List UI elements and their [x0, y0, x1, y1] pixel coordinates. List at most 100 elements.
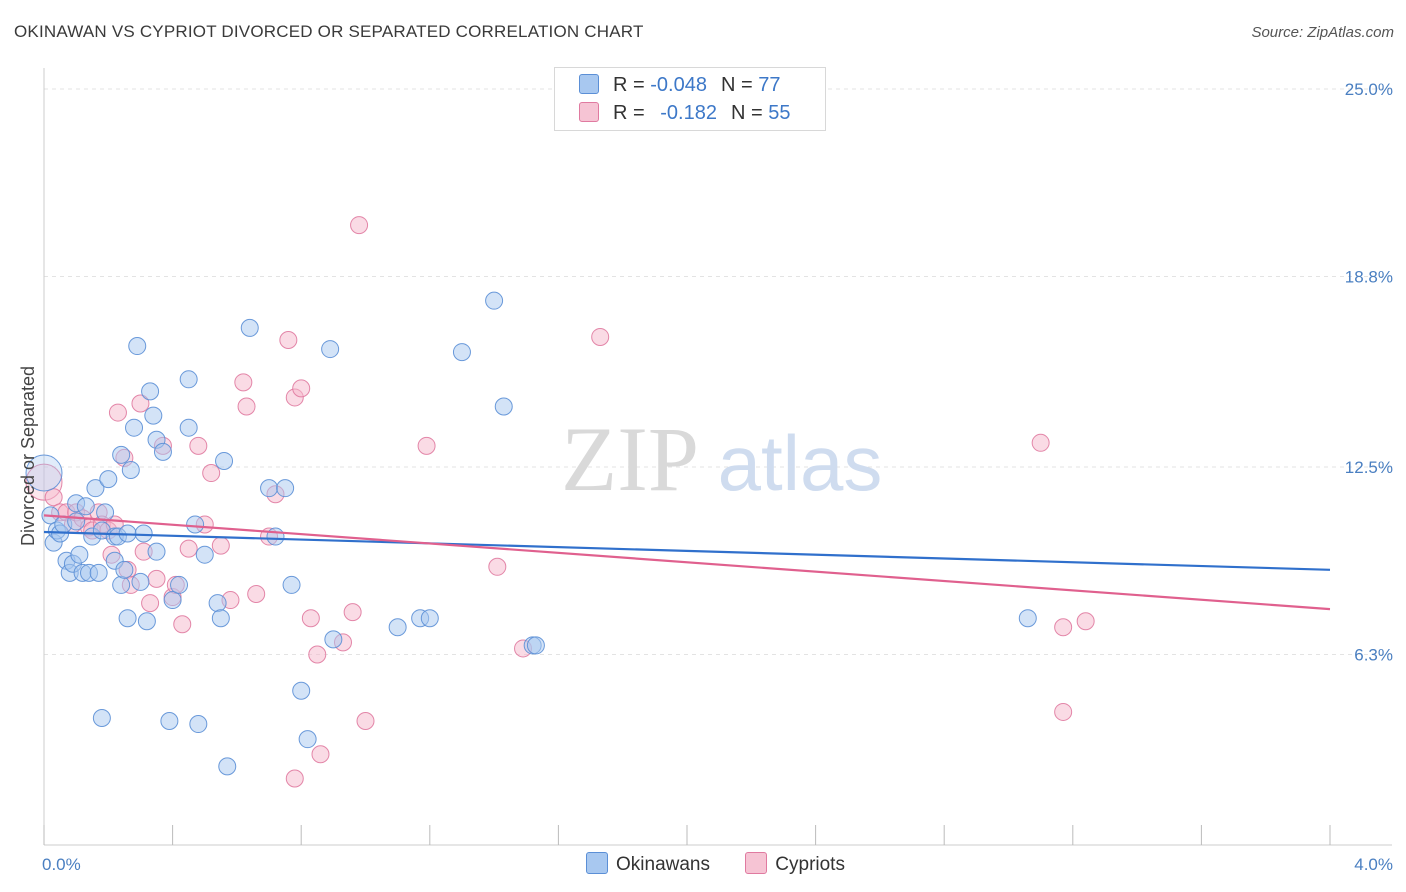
okinawans-point [115, 560, 134, 579]
okinawans-point [179, 418, 198, 437]
legend-n-value: 55 [768, 102, 791, 124]
cypriots-point [356, 712, 375, 731]
x-tick-label-1: 4.0% [1354, 855, 1393, 874]
watermark: ZIP atlas [561, 408, 882, 510]
okinawans-points [25, 291, 1037, 776]
legend-label-cypriots: Cypriots [775, 854, 845, 875]
okinawans-point [134, 524, 153, 543]
legend-r-label: R = [613, 74, 651, 96]
source-credit: Source: ZipAtlas.com [1251, 24, 1394, 41]
okinawans-point [89, 563, 108, 582]
okinawans-point [298, 730, 317, 749]
okinawans-point [526, 636, 545, 655]
cypriots-swatch [579, 102, 599, 122]
okinawans-point [208, 594, 227, 613]
okinawans-point [125, 418, 144, 437]
cypriots-point [44, 488, 63, 507]
okinawans-point [195, 545, 214, 564]
okinawans-point [1018, 609, 1037, 628]
cypriots-point [285, 769, 304, 788]
okinawans-point [67, 512, 86, 531]
okinawans-swatch [586, 852, 608, 874]
cypriots-point [311, 745, 330, 764]
okinawans-point [266, 527, 285, 546]
okinawans-trend-line [43, 530, 1331, 571]
gridlines [44, 88, 1392, 655]
series-legend: Okinawans Cypriots [586, 852, 875, 876]
okinawans-point [112, 575, 131, 594]
legend-r-label: R = [613, 102, 651, 124]
okinawans-point [163, 591, 182, 610]
cypriots-point [1054, 702, 1073, 721]
okinawans-point [189, 715, 208, 734]
cypriots-point [179, 539, 198, 558]
okinawans-point [131, 572, 150, 591]
legend-item-cypriots: Cypriots [745, 852, 845, 876]
cypriots-point [189, 436, 208, 455]
okinawans-point [118, 609, 137, 628]
cypriots-point [488, 557, 507, 576]
okinawans-point [485, 291, 504, 310]
okinawans-point [494, 397, 513, 416]
okinawans-point [170, 575, 189, 594]
okinawans-point [141, 382, 160, 401]
tick-labels: 6.3% 12.5% 18.8% 25.0% 0.0% 4.0% [42, 80, 1393, 874]
okinawans-point [321, 340, 340, 359]
okinawans-point [282, 575, 301, 594]
cypriots-point [173, 615, 192, 634]
cypriots-point [343, 603, 362, 622]
legend-row-okinawans: R = -0.048 N = 77 [579, 74, 780, 98]
chart-title: OKINAWAN VS CYPRIOT DIVORCED OR SEPARATE… [14, 22, 644, 41]
okinawans-point [153, 442, 172, 461]
legend-n-label: N = [730, 102, 769, 124]
okinawans-point [86, 479, 105, 498]
legend-row-cypriots: R = -0.182 N = 55 [579, 102, 790, 126]
cypriots-point [141, 594, 160, 613]
cypriots-point [1031, 433, 1050, 452]
legend-r-value: -0.048 [650, 74, 707, 96]
cypriots-point [308, 645, 327, 664]
okinawans-point [388, 618, 407, 637]
cypriots-point [147, 569, 166, 588]
cypriots-point [417, 436, 436, 455]
cypriots-point [247, 585, 266, 604]
y-tick-label-3: 25.0% [1345, 80, 1393, 99]
okinawans-point [76, 497, 95, 516]
legend-n-value: 77 [758, 74, 781, 96]
cypriots-point [234, 373, 253, 392]
okinawans-point [144, 406, 163, 425]
cypriots-swatch [745, 852, 768, 874]
okinawans-point [420, 609, 439, 628]
okinawans-swatch [579, 74, 599, 94]
y-tick-label-1: 12.5% [1345, 458, 1393, 477]
x-tick-label-0: 0.0% [42, 855, 81, 874]
legend-n-label: N = [720, 74, 759, 96]
axes [43, 68, 1392, 846]
okinawans-point [276, 479, 295, 498]
okinawans-point [186, 515, 205, 534]
okinawans-point [260, 479, 279, 498]
cypriots-point [279, 330, 298, 349]
okinawans-point [452, 343, 471, 362]
okinawans-point [324, 630, 343, 649]
okinawans-point [240, 318, 259, 337]
legend-r-value: -0.182 [660, 102, 717, 124]
y-tick-label-0: 6.3% [1354, 645, 1393, 664]
cypriots-trend-line [43, 514, 1331, 611]
okinawans-point [112, 445, 131, 464]
watermark-zip: ZIP [561, 408, 699, 510]
okinawans-point [70, 545, 89, 564]
okinawans-point [121, 461, 140, 480]
legend-label-okinawans: Okinawans [616, 854, 710, 875]
cypriots-point [591, 327, 610, 346]
okinawans-point [218, 757, 237, 776]
okinawans-point [128, 337, 147, 356]
okinawans-point [25, 454, 63, 492]
cypriots-point [292, 379, 311, 398]
correlation-legend: R = -0.048 N = 77 R = -0.182 N = 55 [554, 67, 826, 131]
okinawans-point [160, 712, 179, 731]
cypriots-point [301, 609, 320, 628]
cypriots-point [237, 397, 256, 416]
cypriots-point [1054, 618, 1073, 637]
